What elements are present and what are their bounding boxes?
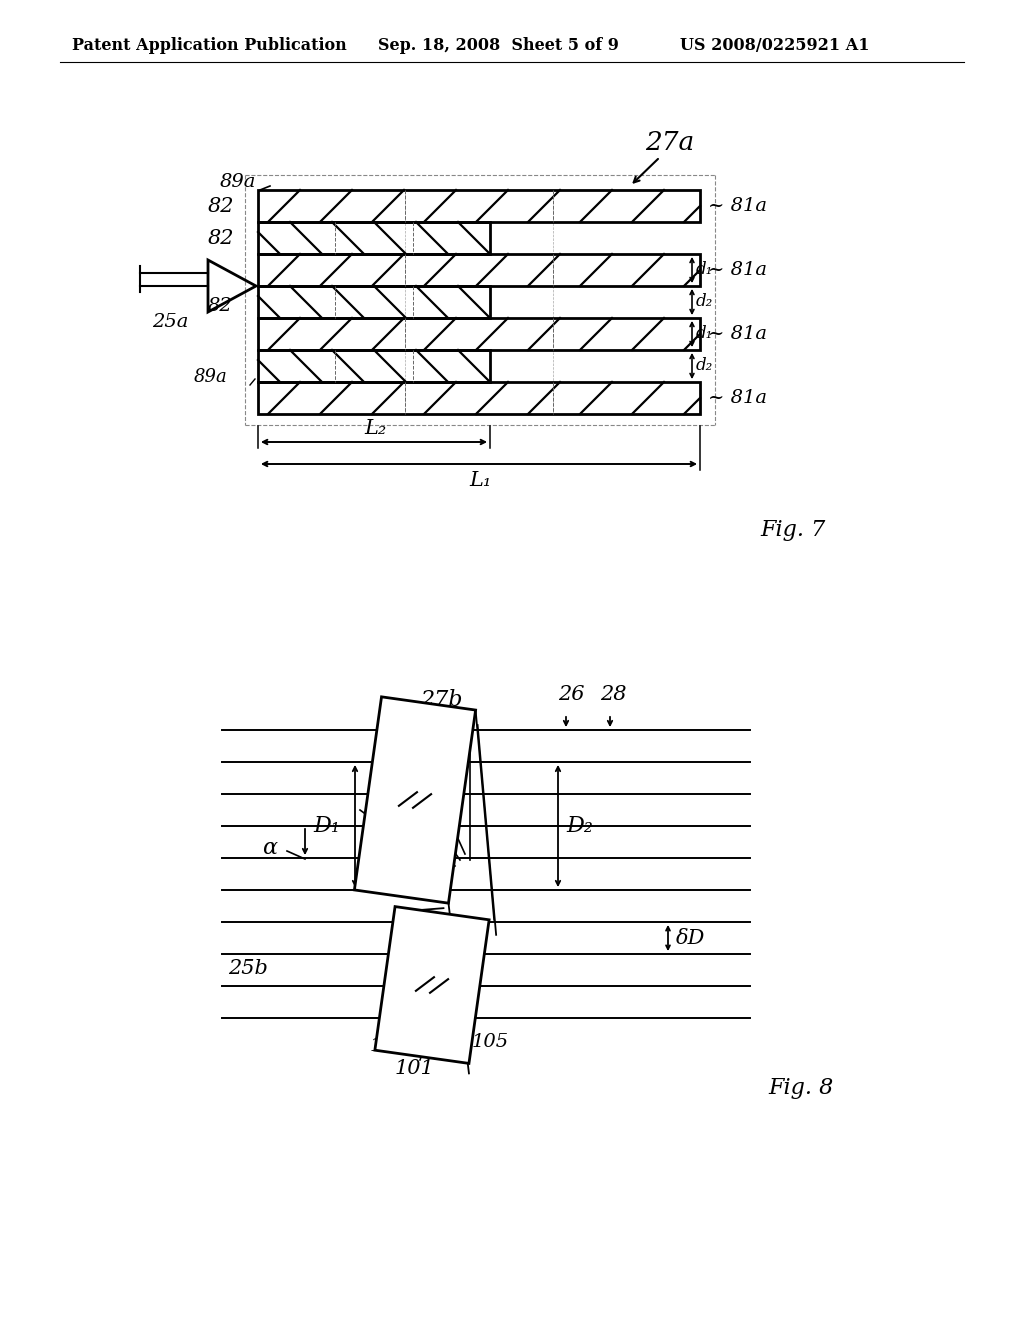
Text: 89a: 89a: [194, 368, 227, 385]
Text: 82: 82: [208, 197, 234, 215]
Text: 26: 26: [558, 685, 585, 705]
Text: 101: 101: [395, 1059, 435, 1077]
Bar: [258, 350, 490, 381]
Bar: [258, 381, 700, 414]
Text: D₂: D₂: [566, 814, 593, 837]
Text: 82: 82: [208, 297, 232, 315]
Text: α: α: [262, 837, 278, 859]
Text: 103: 103: [370, 1038, 408, 1055]
Bar: [258, 190, 700, 222]
Text: d₂: d₂: [696, 293, 714, 310]
Bar: [258, 318, 700, 350]
Text: 27b: 27b: [420, 689, 463, 711]
Bar: [258, 253, 700, 286]
Text: L₂: L₂: [364, 418, 386, 437]
Bar: [258, 350, 490, 381]
Bar: [258, 286, 490, 318]
Text: 25b: 25b: [228, 958, 268, 978]
Bar: [258, 381, 700, 414]
Bar: [258, 286, 490, 318]
Text: Fig. 8: Fig. 8: [768, 1077, 834, 1100]
Text: δD: δD: [676, 928, 706, 948]
Polygon shape: [354, 697, 475, 903]
Bar: [258, 222, 490, 253]
Text: ~ 81a: ~ 81a: [708, 261, 767, 279]
Text: ~ 81a: ~ 81a: [708, 389, 767, 407]
Text: d₁: d₁: [696, 261, 714, 279]
Text: 25a: 25a: [152, 313, 188, 331]
Text: ~ 81a: ~ 81a: [708, 325, 767, 343]
Text: d₁: d₁: [696, 326, 714, 342]
Bar: [258, 253, 700, 286]
Text: 105: 105: [472, 1034, 509, 1051]
Text: Patent Application Publication: Patent Application Publication: [72, 37, 347, 54]
Text: Sep. 18, 2008  Sheet 5 of 9: Sep. 18, 2008 Sheet 5 of 9: [378, 37, 618, 54]
Polygon shape: [375, 907, 489, 1064]
Text: 89a: 89a: [220, 173, 256, 191]
Bar: [258, 318, 700, 350]
Text: Fig. 7: Fig. 7: [760, 519, 825, 541]
Text: US 2008/0225921 A1: US 2008/0225921 A1: [680, 37, 869, 54]
Text: ~ 81a: ~ 81a: [708, 197, 767, 215]
Bar: [258, 222, 490, 253]
Text: d₂: d₂: [696, 358, 714, 375]
Text: 28: 28: [600, 685, 627, 705]
Text: 27a: 27a: [645, 131, 694, 156]
Text: D₁: D₁: [313, 814, 340, 837]
Text: 82: 82: [208, 228, 234, 248]
Text: L₁: L₁: [469, 470, 492, 490]
Bar: [258, 190, 700, 222]
